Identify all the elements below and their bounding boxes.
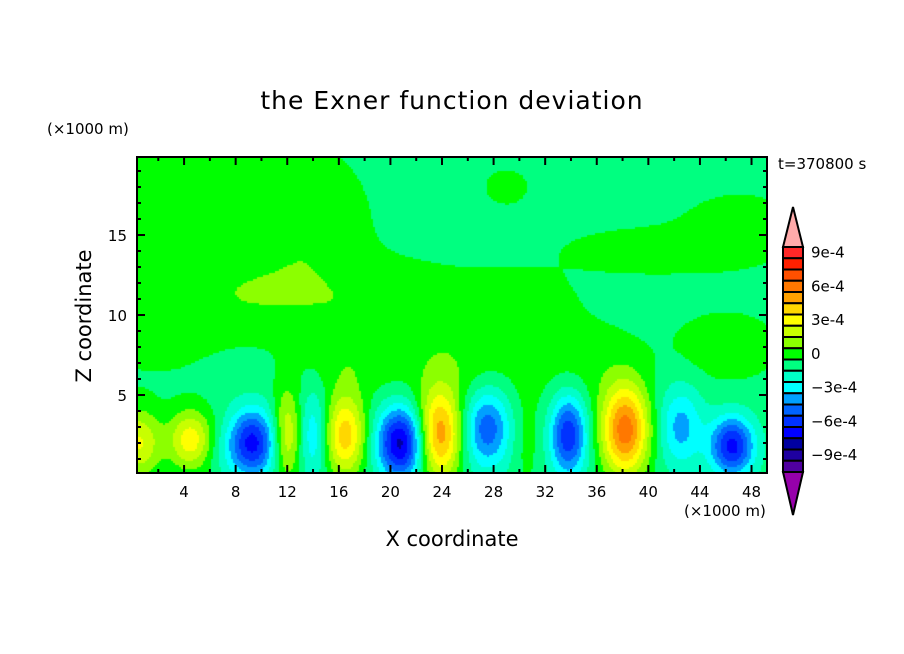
x-tick-label: 32 — [536, 483, 555, 501]
colorbar-box — [782, 268, 804, 282]
x-tick-label: 40 — [639, 483, 658, 501]
colorbar-label: 3e-4 — [811, 311, 845, 329]
x-tick-label: 20 — [381, 483, 400, 501]
x-tick-label: 12 — [278, 483, 297, 501]
colorbar-box — [782, 414, 804, 428]
y-unit-label: (×1000 m) — [47, 120, 129, 138]
colorbar-label: 0 — [811, 345, 821, 363]
colorbar-box — [782, 448, 804, 462]
colorbar-box — [782, 313, 804, 327]
colorbar-label: −6e-4 — [811, 412, 857, 430]
colorbar-label: 9e-4 — [811, 244, 845, 262]
colorbar-box — [782, 336, 804, 350]
colorbar-box — [782, 257, 804, 271]
plot-frame — [136, 156, 768, 474]
x-tick-label: 44 — [690, 483, 709, 501]
colorbar-box — [782, 279, 804, 293]
colorbar-under-arrow — [781, 471, 805, 516]
contour-field — [137, 157, 767, 473]
colorbar-box — [782, 324, 804, 338]
colorbar-label: −3e-4 — [811, 379, 857, 397]
y-tick-label: 10 — [108, 307, 127, 325]
colorbar-box — [782, 369, 804, 383]
x-tick-label: 4 — [179, 483, 189, 501]
colorbar-box — [782, 347, 804, 361]
colorbar-box — [782, 459, 804, 473]
time-label: t=370800 s — [778, 155, 867, 173]
colorbar-box — [782, 358, 804, 372]
colorbar-box — [782, 381, 804, 395]
colorbar-label: −9e-4 — [811, 446, 857, 464]
colorbar-box — [782, 291, 804, 305]
x-tick-label: 28 — [484, 483, 503, 501]
colorbar-box — [782, 302, 804, 316]
x-tick-label: 16 — [329, 483, 348, 501]
colorbar-box — [782, 426, 804, 440]
x-unit-label: (×1000 m) — [684, 502, 766, 520]
y-tick-label: 15 — [108, 227, 127, 245]
x-tick-label: 36 — [587, 483, 606, 501]
x-tick-label: 8 — [231, 483, 241, 501]
colorbar-box — [782, 246, 804, 260]
colorbar-box — [782, 403, 804, 417]
colorbar-box — [782, 437, 804, 451]
x-axis-label: X coordinate — [385, 527, 519, 551]
x-tick-label: 24 — [432, 483, 451, 501]
colorbar-label: 6e-4 — [811, 277, 845, 295]
x-tick-label: 48 — [742, 483, 761, 501]
y-tick-label: 5 — [117, 387, 127, 405]
chart-title: the Exner function deviation — [260, 86, 644, 115]
colorbar-box — [782, 392, 804, 406]
colorbar-over-arrow — [781, 206, 805, 248]
